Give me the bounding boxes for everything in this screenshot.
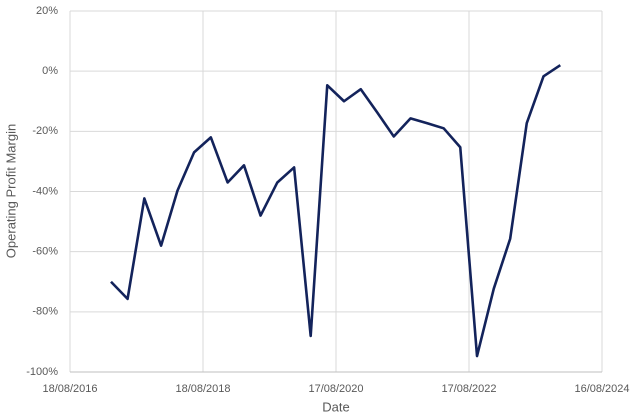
data-line xyxy=(110,64,561,358)
y-axis-title: Operating Profit Margin xyxy=(3,124,18,258)
x-axis-title: Date xyxy=(322,399,349,414)
x-tick-label: 17/08/2020 xyxy=(308,383,363,395)
x-tick-label: 17/08/2022 xyxy=(441,383,496,395)
y-tick-label: -100% xyxy=(26,366,58,378)
y-tick-label: -60% xyxy=(32,246,58,258)
x-tick-label: 18/08/2018 xyxy=(175,383,230,395)
y-tick-label: 20% xyxy=(36,5,58,17)
x-tick-label: 16/08/2024 xyxy=(574,383,629,395)
x-tick-label: 18/08/2016 xyxy=(42,383,97,395)
y-tick-label: 0% xyxy=(42,65,58,77)
y-tick-label: -80% xyxy=(32,306,58,318)
y-tick-label: -40% xyxy=(32,185,58,197)
y-tick-label: -20% xyxy=(32,125,58,137)
